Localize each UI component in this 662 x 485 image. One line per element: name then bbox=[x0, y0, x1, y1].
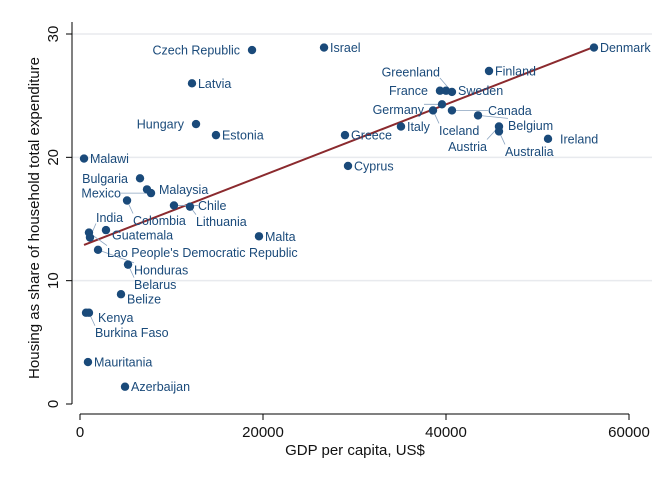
leader-line bbox=[477, 115, 509, 119]
point-label: Sweden bbox=[458, 84, 503, 98]
point-label: Germany bbox=[373, 103, 425, 117]
point-label: Malawi bbox=[90, 152, 129, 166]
point-label: Australia bbox=[505, 145, 554, 159]
data-point bbox=[191, 119, 201, 129]
x-tick-label: 20000 bbox=[242, 424, 284, 441]
point-label: Hungary bbox=[137, 118, 185, 132]
point-label: India bbox=[96, 211, 123, 225]
data-point bbox=[543, 134, 553, 144]
point-label: Italy bbox=[407, 120, 431, 134]
point-label: Israel bbox=[330, 41, 361, 55]
point-label: Mexico bbox=[81, 187, 121, 201]
data-point bbox=[84, 308, 94, 317]
data-point bbox=[437, 100, 447, 109]
point-label: Iceland bbox=[439, 124, 479, 138]
x-tick-label: 60000 bbox=[608, 424, 650, 441]
point-label: Finland bbox=[495, 65, 536, 79]
point-label: Mauritania bbox=[94, 356, 152, 370]
point-label: Lao People's Democratic Republic bbox=[107, 246, 298, 260]
point-label: Malta bbox=[265, 230, 296, 244]
point-label: Kenya bbox=[98, 311, 133, 325]
data-point bbox=[343, 161, 353, 171]
data-point bbox=[340, 130, 350, 140]
point-label: Honduras bbox=[134, 263, 188, 277]
y-tick-label: 20 bbox=[45, 149, 62, 166]
point-label: Estonia bbox=[222, 129, 264, 143]
data-point bbox=[589, 43, 599, 52]
point-label: Azerbaijan bbox=[131, 380, 190, 394]
point-label: Colombia bbox=[133, 214, 186, 228]
y-axis-label: Housing as share of household total expe… bbox=[26, 57, 43, 379]
point-label: Belize bbox=[127, 293, 161, 307]
point-label: Latvia bbox=[198, 77, 231, 91]
y-tick-label: 30 bbox=[45, 26, 62, 43]
x-tick-label: 40000 bbox=[425, 424, 467, 441]
point-label: Bulgaria bbox=[82, 172, 128, 186]
point-label: Belgium bbox=[508, 119, 553, 133]
x-axis-label: GDP per capita, US$ bbox=[285, 442, 425, 459]
x-tick-label: 0 bbox=[76, 424, 84, 441]
data-point bbox=[93, 245, 103, 255]
point-label: Belarus bbox=[134, 278, 176, 292]
data-point bbox=[447, 106, 457, 115]
data-point bbox=[146, 188, 156, 198]
data-point bbox=[211, 130, 221, 140]
data-point bbox=[254, 232, 264, 241]
data-point bbox=[122, 196, 132, 205]
data-point bbox=[101, 225, 111, 235]
data-point bbox=[428, 106, 438, 115]
data-point bbox=[473, 111, 483, 120]
point-label: Austria bbox=[448, 140, 487, 154]
point-label: Guatemala bbox=[112, 229, 173, 243]
point-label: Canada bbox=[488, 104, 532, 118]
data-point bbox=[123, 260, 133, 269]
point-label: Malaysia bbox=[159, 183, 208, 197]
point-label: Denmark bbox=[600, 41, 651, 55]
data-point bbox=[169, 201, 179, 210]
point-label: Ireland bbox=[560, 132, 598, 146]
point-label: France bbox=[389, 84, 428, 98]
data-point bbox=[484, 66, 494, 76]
data-point bbox=[435, 86, 445, 95]
point-label: Chile bbox=[198, 199, 227, 213]
data-point bbox=[79, 154, 89, 163]
data-point bbox=[185, 202, 195, 211]
data-point bbox=[135, 174, 145, 183]
data-point bbox=[83, 357, 93, 367]
point-label: Greenland bbox=[382, 65, 440, 79]
y-tick-label: 0 bbox=[45, 400, 62, 408]
point-label: Lithuania bbox=[196, 215, 247, 229]
point-label: Greece bbox=[351, 129, 392, 143]
point-label: Burkina Faso bbox=[95, 326, 169, 340]
point-label: Cyprus bbox=[354, 159, 394, 173]
data-point bbox=[396, 122, 406, 131]
data-point bbox=[116, 290, 126, 299]
data-point bbox=[120, 382, 130, 391]
data-point bbox=[494, 127, 504, 136]
data-point bbox=[247, 45, 257, 55]
data-point bbox=[447, 87, 457, 97]
data-point bbox=[187, 79, 197, 88]
data-point bbox=[319, 43, 329, 52]
data-point bbox=[85, 233, 95, 242]
point-label: Czech Republic bbox=[152, 44, 240, 58]
fit-line bbox=[83, 46, 595, 246]
y-tick-label: 10 bbox=[45, 272, 62, 289]
